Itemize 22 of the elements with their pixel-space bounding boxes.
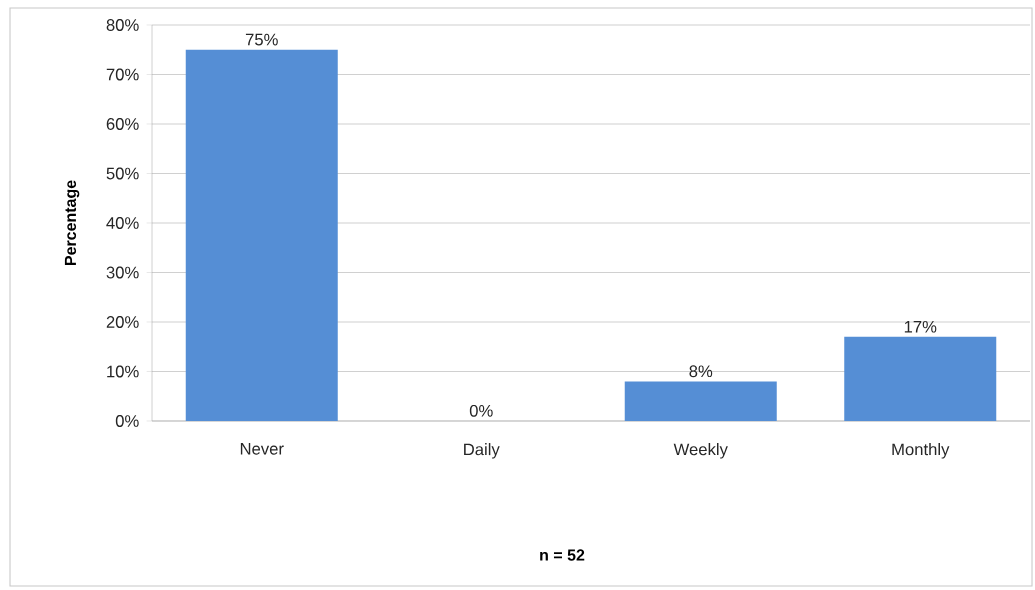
y-tick-label: 0% [115, 415, 139, 427]
data-label: 17% [904, 320, 937, 333]
x-tick-label: Monthly [892, 443, 950, 459]
text: n = 52 [540, 549, 585, 561]
bar [185, 49, 338, 421]
y-tick-label: 10% [107, 365, 139, 378]
y-axis-title: Percentage [64, 180, 80, 266]
y-tick-label: 30% [106, 266, 139, 279]
x-tick-label: Never [240, 443, 284, 455]
x-tick-label: Daily [464, 443, 500, 459]
y-tick-label: 20% [106, 316, 139, 328]
data-label: 8% [689, 365, 713, 378]
y-tick-label: 50% [106, 167, 139, 180]
bar [844, 336, 997, 421]
y-tick-label: 60% [106, 118, 139, 130]
y-tick-label: 80% [106, 19, 139, 31]
y-tick-label: 40% [106, 217, 139, 229]
data-label: 75% [245, 33, 278, 46]
bar [624, 381, 777, 421]
y-tick-label: 70% [106, 68, 139, 81]
x-tick-label: Weekly [673, 443, 728, 459]
data-label: 0% [469, 404, 493, 417]
